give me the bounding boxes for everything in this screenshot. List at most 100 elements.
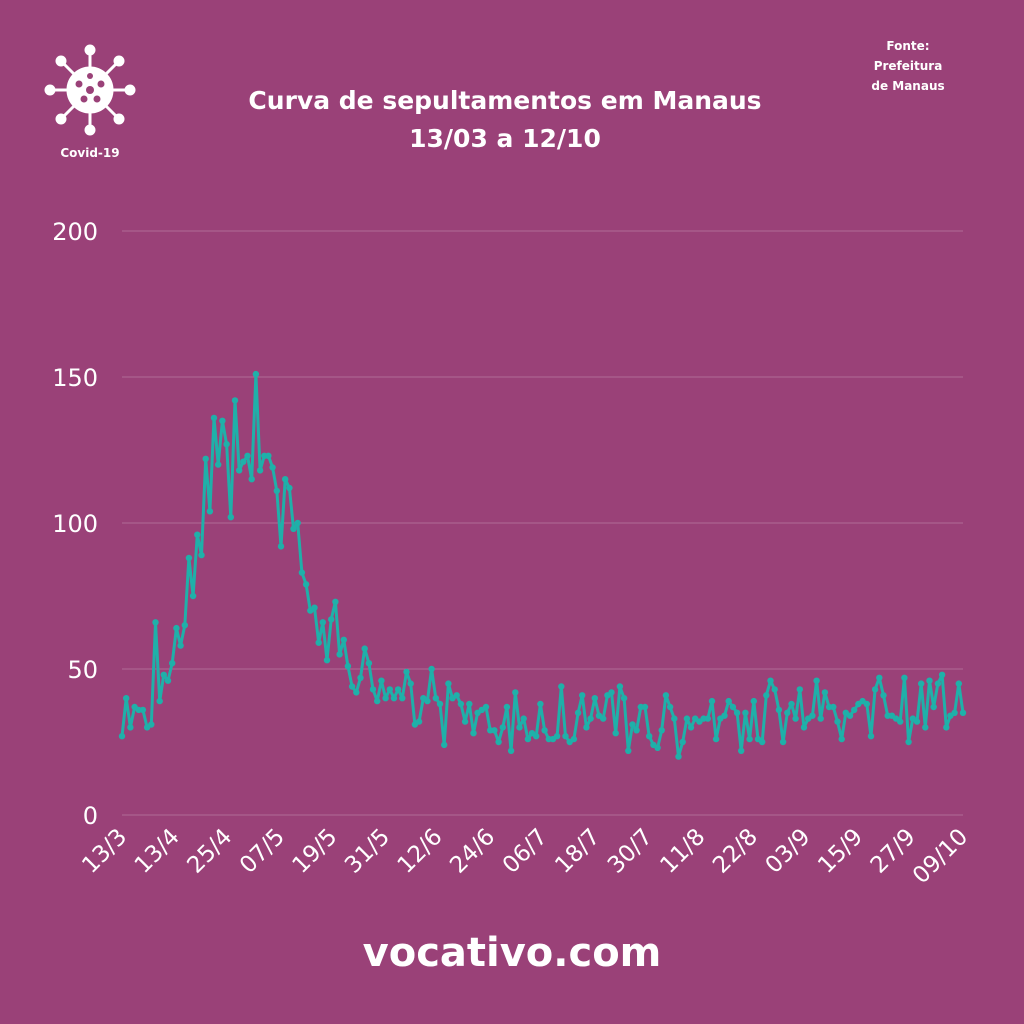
data-point: [922, 724, 929, 731]
y-tick-label: 150: [52, 364, 98, 392]
data-point: [189, 592, 197, 600]
data-point: [269, 464, 276, 471]
data-point: [775, 706, 783, 714]
data-point: [679, 738, 686, 746]
data-point: [378, 677, 385, 684]
data-point: [424, 697, 431, 705]
x-tick-label: 12/6: [393, 824, 448, 879]
data-point: [809, 712, 816, 719]
data-point: [277, 543, 285, 550]
data-point: [210, 414, 218, 422]
data-point: [612, 730, 619, 737]
data-point: [315, 639, 322, 646]
grid-lines: [122, 230, 963, 816]
data-point: [629, 721, 636, 728]
data-point: [834, 718, 841, 725]
data-point: [323, 657, 331, 664]
data-point: [579, 692, 586, 699]
data-point: [846, 712, 854, 719]
data-point: [553, 733, 561, 740]
data-point: [938, 671, 946, 678]
data-point: [901, 674, 908, 681]
data-point: [286, 484, 293, 492]
x-tick-label: 09/10: [908, 824, 973, 889]
data-point: [729, 703, 737, 711]
data-point: [600, 715, 607, 722]
data-point: [198, 551, 205, 559]
data-point: [328, 616, 335, 623]
data-point: [457, 700, 465, 708]
data-point: [662, 692, 670, 699]
data-point: [633, 727, 640, 734]
data-point: [294, 519, 301, 527]
source-name-line1: Prefeitura: [873, 59, 943, 73]
x-tick-label: 07/5: [235, 824, 290, 879]
data-point: [160, 671, 167, 678]
data-point: [851, 706, 858, 714]
data-point: [139, 706, 147, 714]
chart-title-line1: Curva de sepultamentos em Manaus: [248, 86, 762, 115]
brand-footer: vocativo.com: [362, 930, 662, 976]
data-point: [583, 724, 590, 731]
data-point: [470, 730, 477, 737]
x-tick-label: 19/5: [288, 824, 343, 879]
data-point: [223, 441, 230, 448]
data-point: [541, 727, 548, 734]
data-point: [838, 735, 845, 743]
data-point: [759, 738, 766, 746]
data-point: [169, 660, 176, 667]
y-tick-label: 0: [83, 802, 98, 830]
data-point: [202, 455, 209, 462]
x-tick-label: 22/8: [708, 824, 763, 879]
data-point: [428, 665, 435, 673]
data-point: [712, 735, 720, 743]
data-point: [382, 695, 389, 702]
data-point: [244, 452, 251, 459]
data-point: [503, 703, 511, 711]
data-point: [311, 604, 318, 611]
data-point: [348, 683, 356, 690]
data-point: [683, 715, 691, 722]
data-point: [817, 715, 824, 722]
line-chart: 0 50 100 150 200 13/313/425/407/519/531/512/…: [52, 218, 973, 889]
data-point: [524, 735, 532, 743]
data-point: [461, 718, 469, 725]
data-point: [767, 677, 774, 684]
data-point: [466, 700, 473, 708]
data-point: [625, 747, 632, 754]
data-point: [616, 683, 624, 690]
data-point: [344, 662, 352, 670]
data-point: [746, 735, 753, 743]
y-tick-labels: 0 50 100 150 200: [52, 218, 98, 830]
data-point: [675, 753, 682, 760]
logo-label: Covid-19: [60, 146, 120, 160]
data-point: [177, 642, 184, 649]
data-point: [290, 525, 297, 532]
data-point: [591, 695, 598, 702]
y-tick-label: 200: [52, 218, 98, 246]
chart-title: Curva de sepultamentos em Manaus 13/03 a…: [180, 82, 830, 158]
source-label: Fonte:: [886, 39, 930, 53]
data-point: [533, 733, 540, 740]
data-point: [127, 724, 134, 731]
data-point: [265, 452, 272, 459]
data-point: [570, 735, 578, 743]
data-point: [784, 709, 791, 716]
y-tick-label: 50: [67, 656, 98, 684]
data-point: [319, 619, 326, 626]
data-point: [608, 689, 615, 696]
chart-title-line2: 13/03 a 12/10: [409, 124, 601, 153]
data-point: [353, 689, 360, 696]
data-point: [951, 709, 958, 716]
data-point: [499, 724, 506, 731]
data-point: [256, 467, 264, 474]
x-tick-label: 13/4: [130, 824, 185, 879]
data-point: [918, 680, 925, 687]
data-point: [926, 677, 933, 684]
data-point: [897, 718, 904, 725]
data-point: [704, 715, 711, 722]
data-point: [930, 703, 937, 711]
series-line: [120, 372, 965, 759]
data-point: [298, 569, 306, 576]
data-point: [641, 703, 649, 711]
